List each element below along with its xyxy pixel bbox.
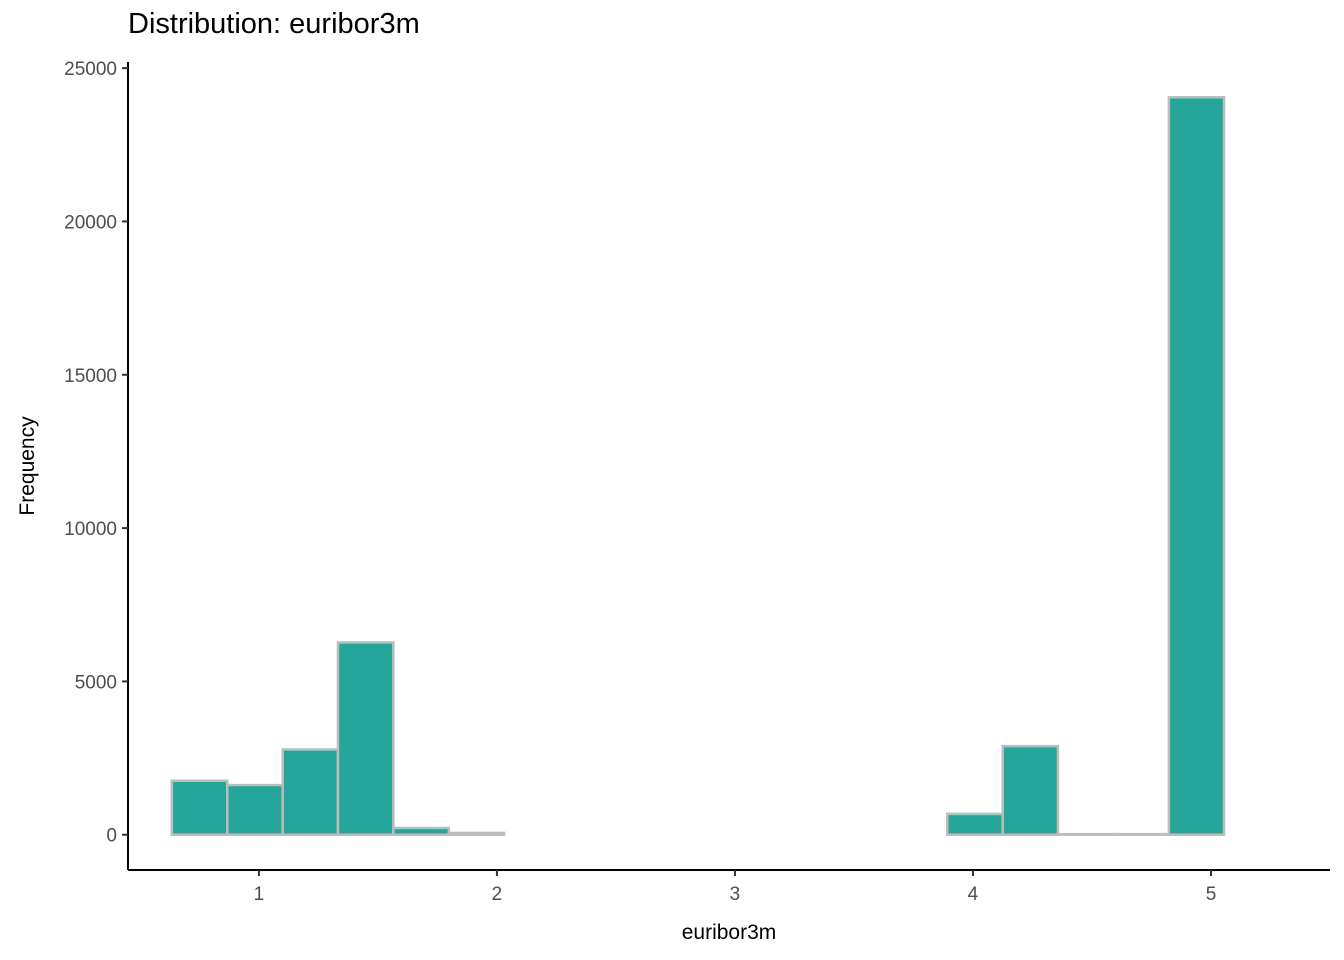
y-tick-label: 5000 xyxy=(75,672,117,693)
histogram-bar-2 xyxy=(281,748,340,836)
y-axis: 0 5000 10000 15000 20000 25000 xyxy=(64,59,129,870)
histogram-bar-15 xyxy=(1001,744,1060,836)
chart-title: Distribution: euribor3m xyxy=(128,8,420,40)
histogram-bar-14 xyxy=(946,812,1004,836)
y-tick-label: 0 xyxy=(106,826,117,847)
y-tick-label: 25000 xyxy=(64,59,117,80)
x-tick-label: 1 xyxy=(254,884,265,905)
histogram-bar-3 xyxy=(336,641,395,836)
histogram-bar-4 xyxy=(392,826,451,836)
y-tick-label: 20000 xyxy=(64,212,117,233)
histogram-bars xyxy=(170,96,1226,836)
histogram-bar-16 xyxy=(1056,832,1115,836)
x-axis: 1 2 3 4 5 xyxy=(128,869,1330,905)
y-axis-title: Frequency xyxy=(16,416,39,516)
histogram-bar-18 xyxy=(1167,96,1226,836)
x-tick-label: 5 xyxy=(1206,884,1217,905)
x-tick-label: 4 xyxy=(968,884,979,905)
x-axis-title: euribor3m xyxy=(682,921,777,944)
y-tick-label: 15000 xyxy=(64,366,117,387)
x-tick-label: 3 xyxy=(730,884,741,905)
histogram-bar-17 xyxy=(1112,832,1171,836)
histogram-bar-0 xyxy=(170,779,229,836)
histogram-bar-1 xyxy=(226,783,284,836)
y-tick-label: 10000 xyxy=(64,519,117,540)
x-tick-label: 2 xyxy=(492,884,503,905)
histogram-bar-5 xyxy=(447,831,506,836)
